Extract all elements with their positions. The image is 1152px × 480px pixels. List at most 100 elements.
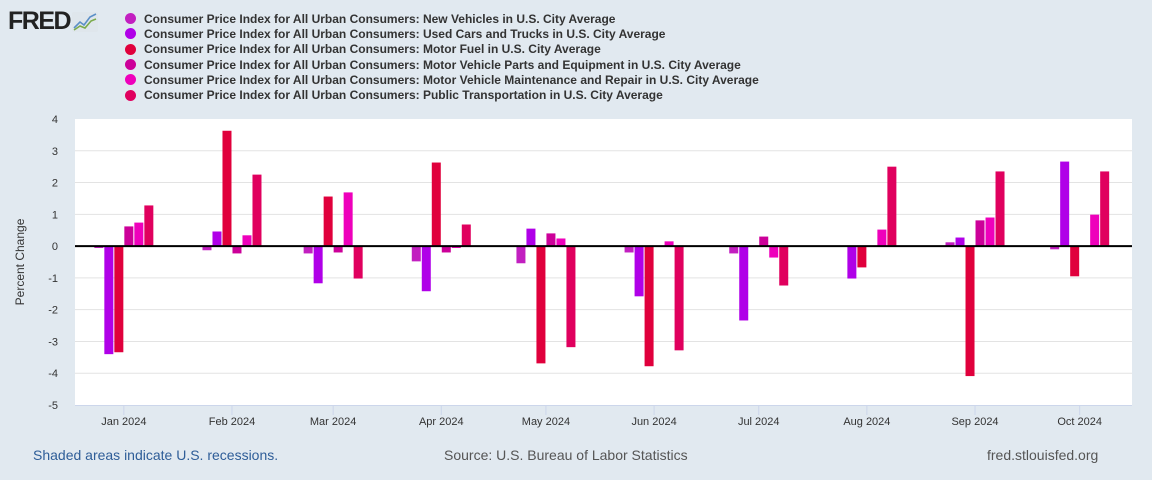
bar: [644, 246, 654, 367]
legend-label: Consumer Price Index for All Urban Consu…: [144, 42, 601, 57]
bar: [624, 246, 634, 253]
legend-marker-icon: [125, 43, 136, 55]
legend-item[interactable]: Consumer Price Index for All Urban Consu…: [125, 87, 759, 102]
legend-item[interactable]: Consumer Price Index for All Urban Consu…: [125, 72, 759, 87]
bar: [104, 246, 114, 355]
bar: [877, 229, 887, 247]
bar: [526, 228, 536, 247]
bar: [124, 226, 134, 247]
bar: [431, 162, 441, 247]
bar: [1060, 161, 1070, 247]
y-tick-label: -3: [48, 336, 58, 348]
bar: [252, 174, 262, 247]
bar: [313, 246, 323, 284]
bar: [1070, 246, 1080, 277]
bar: [461, 224, 471, 247]
bar: [769, 246, 779, 258]
y-tick-label: -2: [48, 305, 58, 317]
bar: [421, 246, 431, 292]
bar: [664, 241, 674, 247]
bar: [144, 205, 154, 247]
legend-marker-icon: [125, 28, 136, 40]
bar: [759, 236, 769, 247]
bar: [739, 246, 749, 321]
legend-label: Consumer Price Index for All Urban Consu…: [144, 57, 741, 72]
bar: [212, 231, 222, 247]
bar: [995, 171, 1005, 247]
bar: [114, 246, 124, 353]
legend-label: Consumer Price Index for All Urban Consu…: [144, 11, 616, 26]
bar: [887, 166, 897, 247]
y-tick-label: 2: [52, 178, 58, 190]
y-tick-label: 0: [52, 241, 58, 253]
bar: [1090, 214, 1100, 247]
recession-note: Shaded areas indicate U.S. recessions.: [33, 447, 279, 463]
y-tick-label: 1: [52, 209, 58, 221]
legend-label: Consumer Price Index for All Urban Consu…: [144, 88, 663, 103]
bar: [779, 246, 789, 286]
bar: [674, 246, 684, 351]
legend-marker-icon: [125, 89, 136, 101]
x-tick-label: Apr 2024: [419, 416, 464, 428]
legend-item[interactable]: Consumer Price Index for All Urban Consu…: [125, 57, 759, 72]
bar: [1050, 246, 1060, 250]
x-tick-label: Mar 2024: [310, 416, 356, 428]
bar: [232, 246, 242, 254]
bar: [955, 237, 965, 247]
y-tick-label: -5: [48, 400, 58, 412]
legend-marker-icon: [125, 13, 136, 25]
legend-marker-icon: [125, 59, 136, 71]
bar: [222, 130, 232, 247]
bar: [242, 235, 252, 247]
bar: [1100, 171, 1110, 247]
bar: [411, 246, 421, 262]
site-link[interactable]: fred.stlouisfed.org: [987, 447, 1099, 463]
y-tick-label: 3: [52, 146, 58, 158]
y-tick-label: -1: [48, 273, 58, 285]
y-axis-label: Percent Change: [13, 218, 27, 305]
y-tick-label: -4: [48, 368, 58, 380]
x-tick-label: Jul 2024: [738, 416, 780, 428]
bar: [343, 192, 353, 247]
legend-label: Consumer Price Index for All Urban Consu…: [144, 72, 759, 87]
fred-chart-icon: [72, 12, 99, 32]
fred-logo-text: FRED: [8, 7, 72, 35]
bar: [985, 217, 995, 247]
x-tick-label: Aug 2024: [843, 416, 890, 428]
bar: [847, 246, 857, 279]
bar: [857, 246, 867, 268]
bar: [516, 246, 526, 264]
bar: [353, 246, 363, 279]
legend-item[interactable]: Consumer Price Index for All Urban Consu…: [125, 26, 759, 41]
bar: [975, 220, 985, 247]
bar: [333, 246, 343, 253]
bar: [556, 238, 566, 247]
fred-logo[interactable]: FRED: [8, 7, 99, 35]
bar: [441, 246, 451, 253]
bar: [965, 246, 975, 377]
chart-legend: Consumer Price Index for All Urban Consu…: [125, 11, 759, 103]
legend-item[interactable]: Consumer Price Index for All Urban Consu…: [125, 11, 759, 26]
x-tick-label: Jun 2024: [631, 416, 676, 428]
bar: [945, 242, 955, 247]
bar: [634, 246, 644, 297]
bar: [566, 246, 576, 348]
legend-item[interactable]: Consumer Price Index for All Urban Consu…: [125, 42, 759, 57]
x-tick-label: Feb 2024: [209, 416, 255, 428]
bar: [303, 246, 313, 254]
plot-area: [75, 119, 1132, 405]
x-tick-label: May 2024: [522, 416, 570, 428]
x-tick-label: Oct 2024: [1057, 416, 1102, 428]
bar: [729, 246, 739, 254]
bar: [546, 233, 556, 247]
y-tick-label: 4: [52, 114, 58, 126]
bar: [536, 246, 546, 364]
bar: [323, 196, 333, 247]
legend-marker-icon: [125, 74, 136, 86]
legend-label: Consumer Price Index for All Urban Consu…: [144, 26, 666, 41]
bar: [134, 222, 144, 247]
bar: [202, 246, 212, 251]
x-tick-label: Jan 2024: [101, 416, 146, 428]
source-note: Source: U.S. Bureau of Labor Statistics: [444, 447, 688, 463]
